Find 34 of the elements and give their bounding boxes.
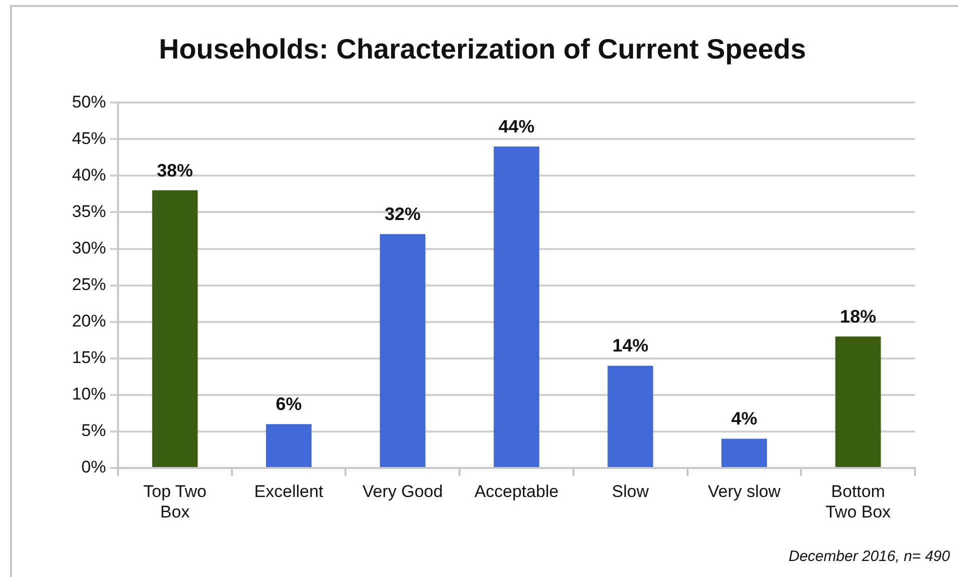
y-tick-label: 0%	[81, 458, 106, 477]
chart-title: Households: Characterization of Current Speeds	[158, 34, 806, 65]
y-tick-label: 45%	[72, 128, 106, 148]
data-label: 6%	[276, 394, 302, 414]
x-tick-label: Very slow	[708, 482, 782, 501]
y-tick-label: 15%	[72, 348, 106, 368]
data-label: 14%	[612, 336, 648, 356]
y-tick-label: 25%	[72, 274, 106, 294]
x-tick-label: Excellent	[254, 482, 324, 501]
data-label: 44%	[498, 116, 535, 136]
y-tick-label: 5%	[81, 421, 106, 440]
y-tick-label: 40%	[72, 165, 106, 184]
x-tick-label: Slow	[612, 482, 650, 501]
bar	[835, 336, 881, 467]
y-tick-label: 30%	[72, 238, 106, 258]
bar	[380, 234, 426, 467]
data-label: 32%	[384, 204, 421, 224]
y-tick-label: 35%	[72, 202, 106, 221]
bar	[608, 366, 654, 467]
y-tick-label: 10%	[72, 384, 106, 404]
y-tick-label: 50%	[72, 92, 106, 112]
data-label: 38%	[156, 160, 193, 180]
data-label: 18%	[840, 306, 876, 326]
text: December 2016, n= 490	[788, 548, 951, 566]
bar	[721, 438, 767, 467]
x-tick-label: Top Two Box	[143, 482, 206, 522]
bar	[152, 190, 198, 467]
bar	[494, 146, 540, 467]
x-tick-label: Bottom Two Box	[825, 482, 892, 522]
y-tick-label: 20%	[72, 312, 106, 331]
bar	[266, 424, 312, 467]
data-label: 4%	[731, 408, 758, 429]
x-tick-label: Acceptable	[474, 482, 559, 501]
x-tick-label: Very Good	[362, 482, 443, 501]
